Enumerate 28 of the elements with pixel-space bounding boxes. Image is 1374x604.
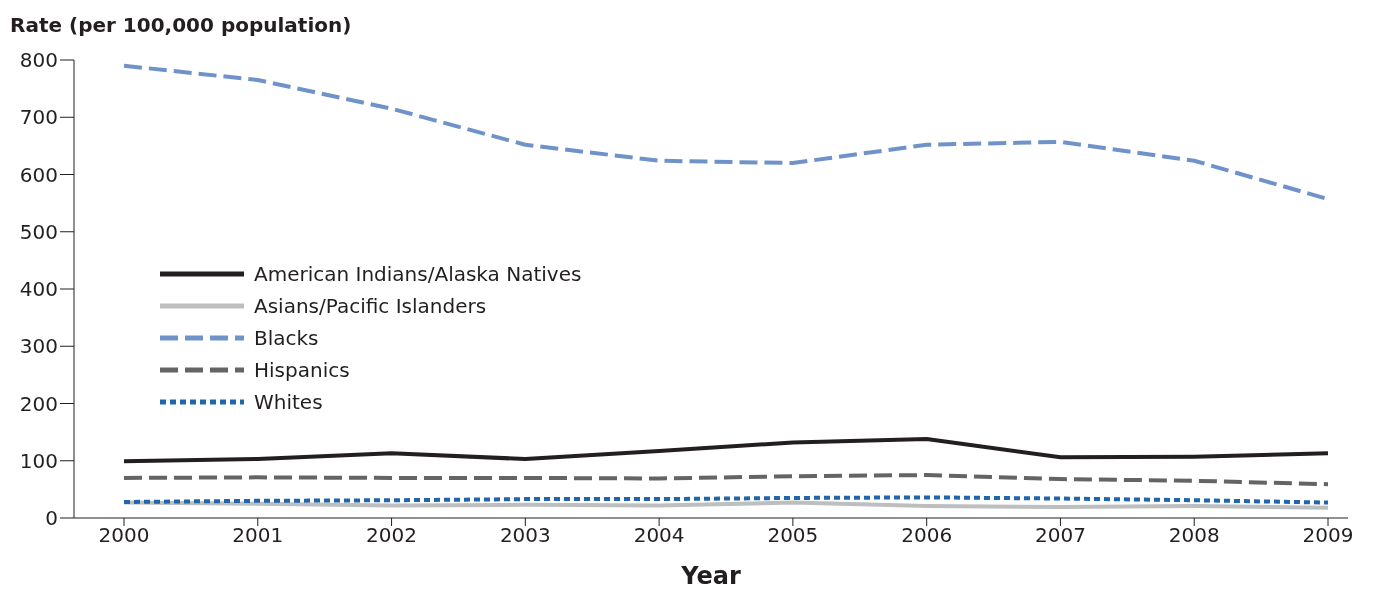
x-tick-label: 2006 — [901, 523, 953, 548]
legend-label: Hispanics — [254, 357, 350, 384]
y-tick-label: 0 — [45, 506, 58, 531]
y-tick-label: 100 — [19, 448, 58, 473]
y-tick-label: 400 — [19, 277, 58, 302]
x-tick-label: 2001 — [232, 523, 284, 548]
legend-label: Asians/Pacific Islanders — [254, 293, 487, 320]
x-tick-label: 2005 — [767, 523, 819, 548]
y-tick-label: 200 — [19, 391, 58, 416]
y-tick-label: 600 — [19, 162, 58, 187]
legend-label: Whites — [254, 389, 323, 416]
x-tick-label: 2004 — [633, 523, 685, 548]
x-tick-label: 2002 — [366, 523, 418, 548]
x-tick-label: 2009 — [1302, 523, 1354, 548]
y-tick-label: 700 — [19, 105, 58, 130]
legend-label: American Indians/Alaska Natives — [254, 261, 582, 288]
y-tick-label: 800 — [19, 48, 58, 73]
legend-label: Blacks — [254, 325, 319, 352]
y-tick-label: 500 — [19, 219, 58, 244]
x-tick-label: 2003 — [499, 523, 551, 548]
line-series — [122, 473, 1330, 487]
x-tick-label: 2007 — [1034, 523, 1086, 548]
x-tick-label: 2008 — [1168, 523, 1220, 548]
x-tick-label: 2000 — [98, 523, 150, 548]
y-tick-label: 300 — [19, 334, 58, 359]
x-axis-title: Year — [680, 562, 741, 590]
line-series — [122, 437, 1330, 464]
y-axis-title: Rate (per 100,000 population) — [10, 13, 352, 37]
